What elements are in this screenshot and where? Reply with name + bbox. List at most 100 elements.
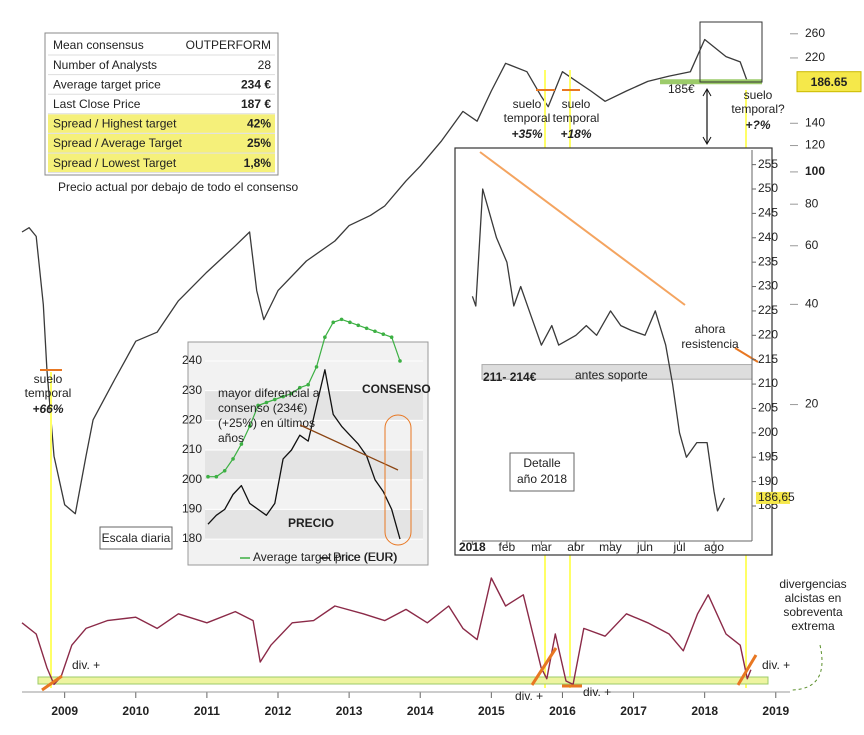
detail-note: año 2018 xyxy=(517,472,567,486)
x-tick-label: jun xyxy=(636,540,653,554)
table-cell: Average target price xyxy=(53,77,161,91)
consensus-point xyxy=(364,326,369,331)
divergence-label: div. + xyxy=(72,658,100,672)
divergence-note: divergencias xyxy=(779,577,846,591)
support-level: 185€ xyxy=(668,82,695,96)
arrow-heads xyxy=(702,87,712,146)
scale-box xyxy=(99,526,173,550)
legend-entry: Price (EUR) xyxy=(333,550,397,564)
consensus-point xyxy=(289,391,294,396)
y-tick-label: 240 xyxy=(758,230,778,244)
x-tick-label: 2012 xyxy=(265,704,292,718)
x-tick-label: 2009 xyxy=(51,704,78,718)
y-tick-label: 210 xyxy=(182,442,202,456)
y-tick-label: 250 xyxy=(758,181,778,195)
consensus-point xyxy=(298,385,302,390)
consensus-point xyxy=(272,397,277,402)
consensus-point xyxy=(264,400,269,405)
divergence-note: sobreventa xyxy=(783,605,843,619)
y-tick-label: 220 xyxy=(805,50,825,64)
x-tick-label: 2016 xyxy=(549,704,576,718)
consensus-point xyxy=(222,468,227,473)
consensus-point xyxy=(356,323,361,328)
stripe xyxy=(205,509,423,540)
floor-label: suelo xyxy=(34,372,63,386)
table-cell: 1,8% xyxy=(244,156,272,170)
consensus-point xyxy=(247,424,252,429)
consensus-point xyxy=(239,442,244,446)
table-highlight xyxy=(48,153,275,173)
y-tick-label: 20 xyxy=(805,397,819,411)
x-tick-label: ago xyxy=(704,540,724,554)
floor-label: temporal xyxy=(25,386,72,400)
floor-label: suelo xyxy=(744,88,773,102)
divergence-mark xyxy=(736,654,758,686)
consensus-point xyxy=(398,359,402,363)
table-cell: OUTPERFORM xyxy=(186,38,271,52)
consensus-label: CONSENSO xyxy=(362,382,431,396)
consensus-note: consenso (234€) xyxy=(218,401,307,415)
y-tick-label: 260 xyxy=(805,26,825,40)
floor-label: suelo xyxy=(562,97,591,111)
divergence-mark xyxy=(530,647,558,686)
last-price: 186.65 xyxy=(811,75,848,89)
floor-gain: +66% xyxy=(32,402,63,416)
last-price-box xyxy=(756,491,790,504)
consensus-point xyxy=(339,317,344,322)
consensus-note: años xyxy=(218,431,244,445)
consensus-point xyxy=(206,474,210,479)
x-tick-label: 2019 xyxy=(762,704,789,718)
consensus-point xyxy=(381,332,386,337)
scale-note: Escala diaria xyxy=(102,531,171,545)
support-note: antes soporte xyxy=(575,368,648,382)
x-tick-label: 2018 xyxy=(459,540,486,554)
note: Precio actual por debajo de todo el cons… xyxy=(58,180,298,194)
highlight-ellipse xyxy=(384,414,412,546)
y-tick-label: 200 xyxy=(182,472,202,486)
consensus-point xyxy=(231,457,235,461)
y-tick-label: 245 xyxy=(758,206,778,220)
consensus-point xyxy=(331,320,336,325)
consensus-point xyxy=(306,382,310,387)
x-tick-label: feb xyxy=(499,540,516,554)
x-tick-label: 2018 xyxy=(691,704,718,718)
resistance-note: ahora xyxy=(695,322,726,336)
zoom-box xyxy=(699,21,763,83)
consensus-point xyxy=(373,329,377,334)
table-cell: 234 € xyxy=(241,77,271,91)
divergence-label: div. + xyxy=(583,685,611,699)
table-cell: Mean consensus xyxy=(53,38,144,52)
floor-label: temporal xyxy=(504,111,551,125)
stripe xyxy=(205,450,423,480)
floor-gain: +35% xyxy=(511,127,542,141)
table-cell: 25% xyxy=(247,136,271,150)
x-tick-label: 2014 xyxy=(407,704,434,718)
y-tick-label: 190 xyxy=(758,474,778,488)
divergence-note: extrema xyxy=(791,619,835,633)
x-tick-label: mar xyxy=(531,540,552,554)
consensus-point xyxy=(348,320,352,325)
x-tick-label: abr xyxy=(567,540,584,554)
table-cell: 28 xyxy=(258,58,272,72)
consensus-point xyxy=(389,335,394,339)
table-cell: Number of Analysts xyxy=(53,58,157,72)
x-tick-label: 2010 xyxy=(122,704,149,718)
table-highlight xyxy=(48,134,275,153)
floor-gain: +?% xyxy=(745,118,770,132)
y-tick-label: 120 xyxy=(805,138,825,152)
divergence-label: div. + xyxy=(762,658,790,672)
table-cell: Spread / Lowest Target xyxy=(53,156,177,170)
oscillator-line xyxy=(21,577,752,686)
y-tick-label: 210 xyxy=(758,376,778,390)
y-tick-label: 230 xyxy=(182,383,202,397)
table-cell: 187 € xyxy=(241,97,271,111)
y-tick-label: 225 xyxy=(758,303,778,317)
y-tick-label: 235 xyxy=(758,254,778,268)
detail-note: Detalle xyxy=(523,456,561,470)
detail-note-box xyxy=(509,452,575,492)
y-tick-label: 190 xyxy=(182,502,202,516)
support-label: 211- 214€ xyxy=(483,370,537,384)
consensus-point xyxy=(323,335,327,339)
y-tick-label: 255 xyxy=(758,157,778,171)
y-tick-label: 200 xyxy=(758,425,778,439)
